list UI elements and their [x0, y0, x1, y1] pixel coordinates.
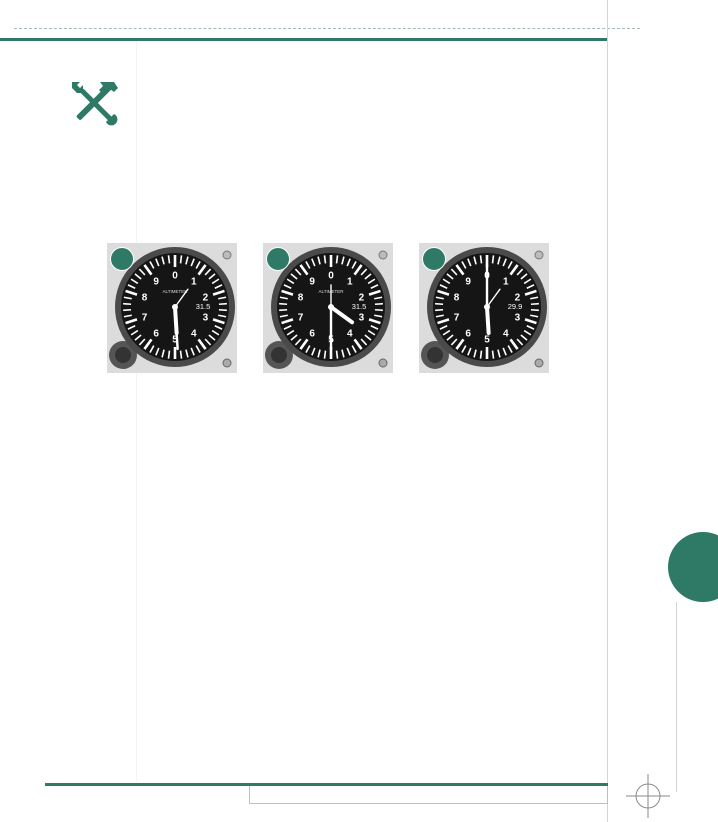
- dial-numeral: 4: [191, 328, 197, 339]
- setting-window: 31.5: [352, 302, 367, 311]
- gauge-badge: [266, 247, 290, 271]
- dial-numeral: 9: [465, 277, 471, 288]
- dial-numeral: 5: [484, 335, 490, 346]
- side-guide-line: [676, 602, 677, 792]
- dial-numeral: 0: [172, 271, 178, 282]
- hundred-hand: [173, 305, 179, 351]
- dial-numeral: 3: [515, 312, 521, 323]
- dial-numeral: 9: [153, 277, 159, 288]
- thousand-hand: [485, 305, 491, 335]
- dial-numeral: 2: [515, 293, 521, 304]
- screw-icon: [222, 358, 232, 368]
- header-rule: [0, 38, 607, 41]
- gauge-badge: [110, 247, 134, 271]
- chapter-tab: [668, 532, 718, 602]
- page-margin-line: [607, 0, 608, 822]
- dial-numeral: 8: [142, 293, 148, 304]
- dial-numeral: 3: [203, 312, 209, 323]
- column-guide: [136, 41, 137, 781]
- dial-numeral: 8: [298, 293, 304, 304]
- screw-icon: [378, 358, 388, 368]
- registration-mark-icon: [626, 774, 670, 818]
- dial-numeral: 6: [465, 328, 471, 339]
- dial-numeral: 1: [191, 277, 197, 288]
- footer-rule: [45, 783, 608, 786]
- ten-thousand-hand: [486, 288, 501, 308]
- dial-numeral: 5: [172, 335, 178, 346]
- dial-numeral: 7: [298, 312, 304, 323]
- dial-numeral: 7: [454, 312, 460, 323]
- altimeter-gauge-a: 0 1 2 3 4 5 6 7 8 9 ALTIMETER 31.5: [107, 243, 237, 373]
- screw-icon: [534, 358, 544, 368]
- altimeter-gauge-c: 012345678929.9: [419, 243, 549, 373]
- gauge-badge: [422, 247, 446, 271]
- dial-numeral: 1: [503, 277, 509, 288]
- dial-numeral: 6: [309, 328, 315, 339]
- dial-numeral: 9: [309, 277, 315, 288]
- gauge-title: ALTIMETER: [163, 289, 189, 294]
- setting-window: 31.5: [196, 302, 211, 311]
- tools-icon: [72, 82, 118, 126]
- header-dashed-line: [14, 28, 640, 29]
- dial-numeral: 3: [359, 312, 365, 323]
- setting-window: 29.9: [508, 302, 523, 311]
- ten-thousand-hand: [174, 288, 189, 308]
- thousand-hand: [329, 305, 355, 325]
- dial-numeral: 1: [347, 277, 353, 288]
- dial-numeral: 2: [359, 293, 365, 304]
- footer-box: [249, 786, 608, 804]
- dial-numeral: 2: [203, 293, 209, 304]
- dial-numeral: 8: [454, 293, 460, 304]
- dial-numeral: 4: [347, 328, 353, 339]
- dial-numeral: 7: [142, 312, 148, 323]
- dial-numeral: 0: [328, 271, 334, 282]
- dial-numeral: 4: [503, 328, 509, 339]
- dial-numeral: 6: [153, 328, 159, 339]
